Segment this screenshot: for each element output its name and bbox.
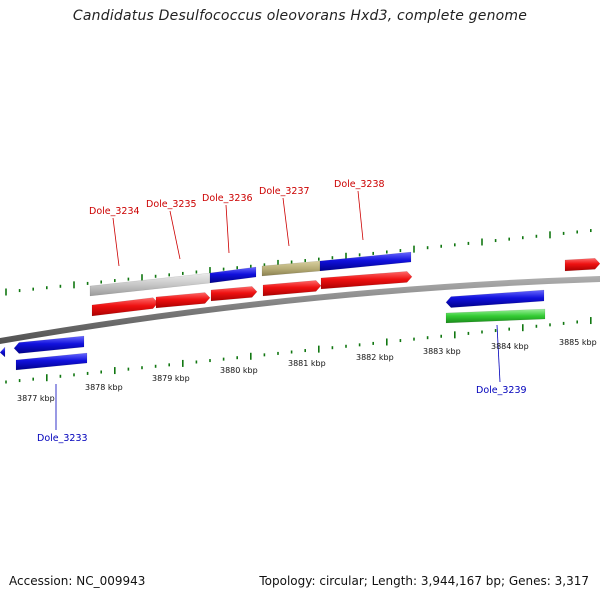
gene-region-blue (209, 266, 257, 284)
gene-region-green (445, 308, 546, 324)
axis-tick-label: 3881 kbp (288, 359, 326, 368)
axis-tick-label: 3879 kbp (152, 374, 190, 383)
gene-arrow-dole-3235 (155, 292, 211, 309)
gene-label-dole-3238[interactable]: Dole_3238 (334, 179, 385, 190)
gene-label-dole-3235[interactable]: Dole_3235 (146, 199, 197, 210)
axis-tick-label: 3878 kbp (85, 383, 123, 392)
gene-label-dole-3239[interactable]: Dole_3239 (476, 385, 527, 396)
topology-info: Topology: circular; Length: 3,944,167 bp… (259, 574, 589, 588)
axis-tick-label: 3882 kbp (356, 353, 394, 362)
accession-label: Accession: (9, 574, 73, 588)
gene-label-dole-3236[interactable]: Dole_3236 (202, 193, 253, 204)
axis-tick-label: 3885 kbp (559, 338, 597, 347)
axis-tick-label: 3883 kbp (423, 347, 461, 356)
gene-arrow-dole-3238 (320, 271, 413, 290)
gene-region-blue (15, 352, 88, 371)
gene-arrow-dole-3234 (91, 297, 159, 317)
gene-region-olive (261, 260, 321, 277)
accession-value: NC_009943 (76, 574, 146, 588)
backbone-track (0, 276, 600, 344)
gene-arrow-edge (0, 346, 6, 358)
axis-tick-label: 3877 kbp (17, 394, 55, 403)
leader-line-dole-3239 (496, 324, 501, 383)
gene-region-gray (89, 272, 211, 297)
gene-label-dole-3234[interactable]: Dole_3234 (89, 206, 140, 217)
axis-labels: 3877 kbp 3878 kbp 3879 kbp 3880 kbp 3881 kbp… (17, 338, 597, 403)
leader-line-dole-3238 (357, 190, 364, 241)
chromosome-backbone (0, 276, 600, 344)
label-leader-lines (55, 190, 501, 430)
gene-region-blue (319, 251, 412, 272)
gene-label-dole-3237[interactable]: Dole_3237 (259, 186, 310, 197)
gene-arrow-dole-3236 (210, 286, 258, 302)
tick-marks (5, 229, 592, 384)
axis-tick-label: 3884 kbp (491, 342, 529, 351)
leader-line-dole-3235 (169, 210, 181, 260)
gene-arrow-offscreen (564, 258, 600, 272)
leader-line-dole-3237 (282, 197, 290, 247)
leader-line-dole-3236 (225, 204, 230, 254)
axis-tick-label: 3880 kbp (220, 366, 258, 375)
gene-arrow-dole-3239 (445, 289, 545, 308)
accession-info: Accession: NC_009943 (9, 574, 145, 588)
gene-arrow-dole-3237 (262, 280, 322, 297)
gene-arrow-dole-3233 (13, 335, 85, 354)
gene-label-dole-3233[interactable]: Dole_3233 (37, 433, 88, 444)
genome-title: Candidatus Desulfococcus oleovorans Hxd3… (72, 8, 528, 24)
leader-line-dole-3234 (112, 217, 120, 267)
gene-features (0, 251, 600, 371)
gene-labels: Dole_3233 Dole_3234 Dole_3235 Dole_3236 Dole… (37, 179, 527, 444)
